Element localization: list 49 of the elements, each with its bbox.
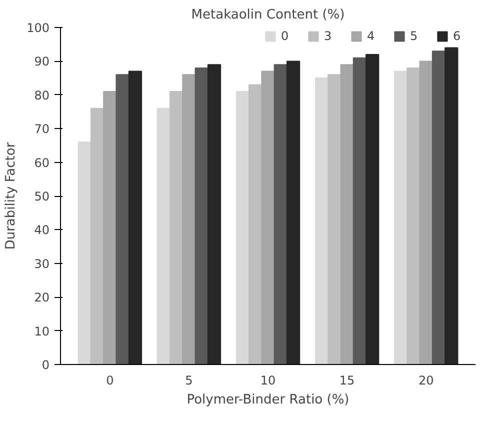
bar	[90, 108, 104, 364]
bar	[182, 74, 196, 364]
legend-label: 5	[410, 29, 419, 43]
x-tick-label: 5	[185, 374, 193, 388]
bar	[444, 47, 458, 364]
legend-label: 6	[453, 29, 462, 43]
bar	[286, 60, 300, 364]
bar	[169, 91, 184, 364]
legend-label: 4	[367, 29, 376, 43]
x-tick-label: 0	[106, 374, 114, 388]
y-tick-label: 100	[26, 21, 50, 35]
y-axis-title: Durability Factor	[4, 142, 19, 250]
y-tick-label: 40	[34, 223, 50, 238]
y-tick-label: 0	[42, 358, 50, 372]
bar	[248, 84, 262, 364]
bar	[274, 64, 288, 364]
y-tick-label: 50	[34, 190, 50, 204]
bar	[194, 67, 208, 364]
y-tick-label: 70	[34, 122, 50, 136]
y-tick-label: 80	[34, 88, 50, 102]
bar	[366, 54, 380, 364]
y-tick-label: 20	[34, 290, 50, 305]
bar	[116, 74, 130, 364]
x-tick-label: 20	[418, 374, 434, 388]
bar	[419, 60, 433, 364]
bar	[236, 91, 250, 364]
bar	[394, 70, 408, 364]
y-tick-label: 90	[34, 54, 50, 69]
bar	[328, 74, 342, 364]
bar	[156, 108, 170, 364]
x-tick-label: 10	[260, 374, 276, 388]
legend-label: 0	[281, 29, 290, 43]
bar	[78, 142, 92, 364]
legend-label: 3	[324, 29, 333, 43]
bar	[432, 50, 446, 364]
bar	[406, 67, 420, 364]
bar	[261, 70, 275, 364]
y-tick-label: 10	[34, 324, 50, 338]
x-axis-title: Polymer-Binder Ratio (%)	[186, 392, 350, 408]
bar	[103, 91, 117, 364]
bar	[207, 64, 222, 364]
y-tick-label: 30	[34, 256, 50, 271]
bar	[340, 64, 354, 364]
bar	[314, 78, 329, 364]
y-tick-label: 60	[34, 156, 50, 170]
legend-title: Metakaolin Content (%)	[191, 8, 345, 22]
bar	[352, 57, 367, 364]
bar	[128, 70, 142, 364]
x-tick-label: 15	[339, 374, 355, 388]
